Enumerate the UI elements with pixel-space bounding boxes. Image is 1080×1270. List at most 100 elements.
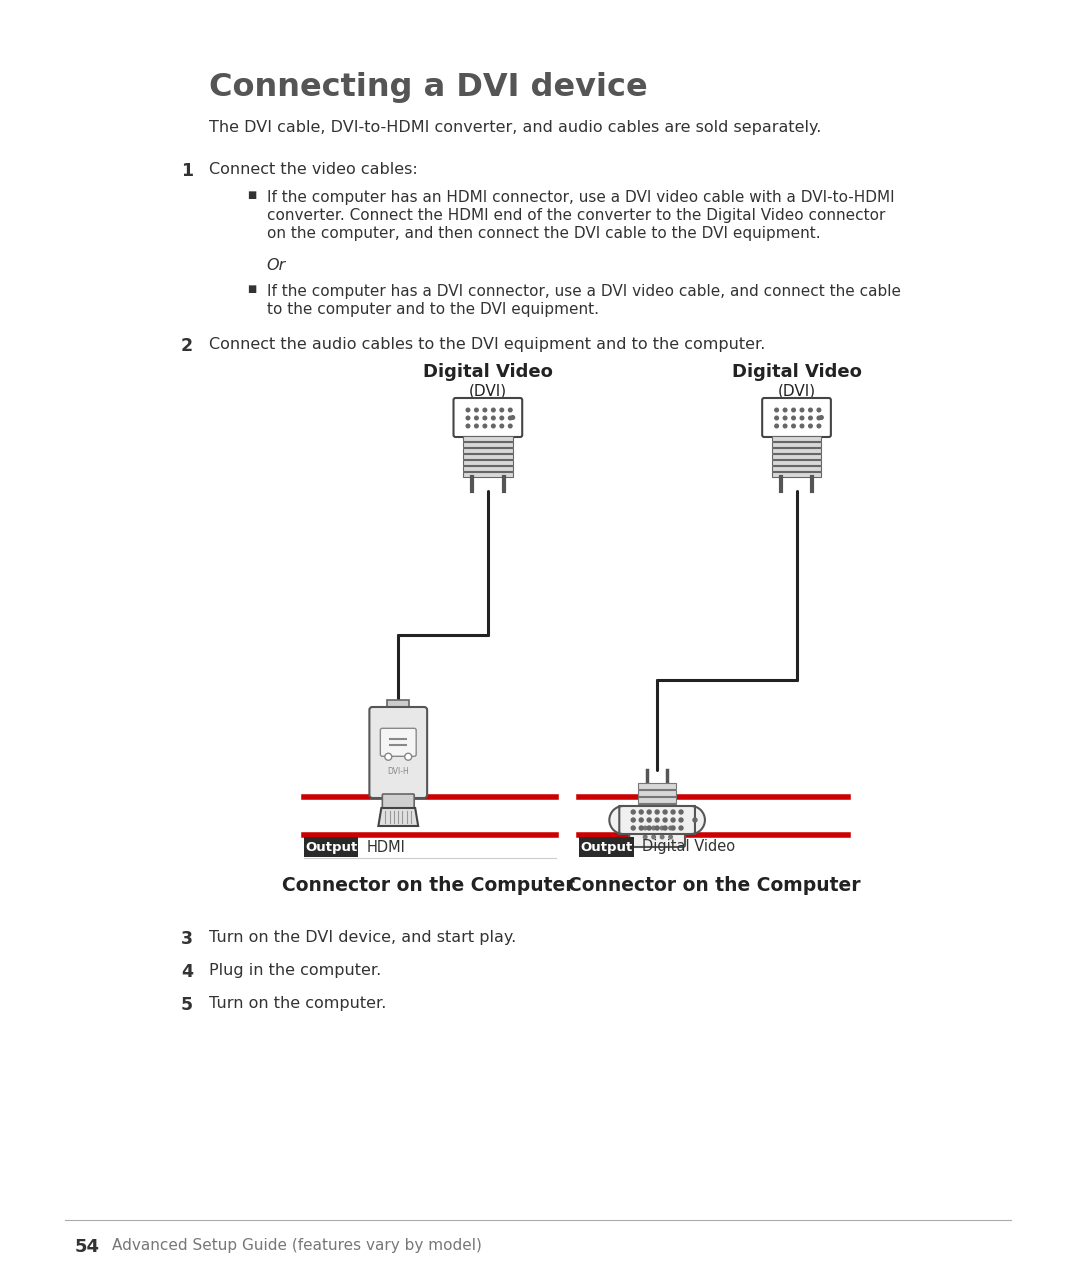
- Circle shape: [656, 826, 659, 831]
- Bar: [303, 837, 359, 857]
- Bar: [638, 812, 676, 817]
- Circle shape: [647, 818, 651, 822]
- FancyBboxPatch shape: [762, 398, 831, 437]
- Circle shape: [647, 826, 651, 831]
- Text: ■: ■: [247, 284, 256, 293]
- Bar: [463, 442, 513, 447]
- Bar: [463, 436, 513, 441]
- Circle shape: [652, 836, 656, 838]
- Text: If the computer has an HDMI connector, use a DVI video cable with a DVI-to-HDMI: If the computer has an HDMI connector, u…: [267, 190, 894, 204]
- Circle shape: [809, 408, 812, 411]
- Circle shape: [671, 826, 675, 831]
- FancyBboxPatch shape: [380, 728, 416, 757]
- Circle shape: [792, 408, 795, 411]
- Circle shape: [509, 424, 512, 428]
- Bar: [638, 790, 676, 796]
- Text: Digital Video: Digital Video: [423, 363, 553, 381]
- Circle shape: [669, 827, 673, 829]
- Text: 2: 2: [181, 337, 193, 356]
- Circle shape: [467, 417, 470, 420]
- Circle shape: [467, 408, 470, 411]
- Text: 3: 3: [181, 930, 193, 947]
- Circle shape: [800, 424, 804, 428]
- Circle shape: [677, 806, 705, 834]
- Circle shape: [483, 408, 487, 411]
- Circle shape: [774, 424, 779, 428]
- Text: Connecting a DVI device: Connecting a DVI device: [210, 72, 648, 103]
- Circle shape: [652, 827, 656, 829]
- Circle shape: [474, 424, 478, 428]
- Circle shape: [671, 810, 675, 814]
- Bar: [580, 837, 634, 857]
- Bar: [771, 460, 822, 465]
- Circle shape: [679, 826, 683, 831]
- Bar: [463, 453, 513, 458]
- Text: Advanced Setup Guide (features vary by model): Advanced Setup Guide (features vary by m…: [111, 1238, 482, 1253]
- Circle shape: [818, 417, 821, 420]
- Text: 4: 4: [181, 963, 193, 980]
- Bar: [771, 448, 822, 453]
- Text: Connect the audio cables to the DVI equipment and to the computer.: Connect the audio cables to the DVI equi…: [210, 337, 766, 352]
- Text: Or: Or: [267, 258, 286, 273]
- Circle shape: [500, 417, 503, 420]
- Circle shape: [800, 408, 804, 411]
- Circle shape: [639, 810, 644, 814]
- Circle shape: [491, 424, 495, 428]
- Polygon shape: [378, 808, 418, 826]
- Circle shape: [474, 408, 478, 411]
- Text: Output: Output: [581, 841, 633, 853]
- Circle shape: [631, 810, 635, 814]
- Text: The DVI cable, DVI-to-HDMI converter, and audio cables are sold separately.: The DVI cable, DVI-to-HDMI converter, an…: [210, 119, 822, 135]
- Circle shape: [474, 417, 478, 420]
- Text: to the computer and to the DVI equipment.: to the computer and to the DVI equipment…: [267, 302, 598, 318]
- Circle shape: [639, 818, 644, 822]
- Bar: [463, 448, 513, 453]
- Bar: [638, 798, 676, 803]
- Text: Turn on the DVI device, and start play.: Turn on the DVI device, and start play.: [210, 930, 516, 945]
- Text: 5: 5: [181, 996, 193, 1013]
- Circle shape: [644, 836, 647, 838]
- Circle shape: [491, 417, 495, 420]
- Text: 54: 54: [75, 1238, 99, 1256]
- Circle shape: [631, 826, 635, 831]
- FancyBboxPatch shape: [630, 815, 685, 847]
- Text: Output: Output: [305, 841, 357, 853]
- Bar: [388, 700, 409, 710]
- Text: on the computer, and then connect the DVI cable to the DVI equipment.: on the computer, and then connect the DV…: [267, 226, 821, 241]
- Circle shape: [792, 424, 795, 428]
- Circle shape: [631, 818, 635, 822]
- Circle shape: [783, 408, 787, 411]
- Circle shape: [405, 753, 411, 761]
- Circle shape: [660, 827, 664, 829]
- Text: Digital Video: Digital Video: [643, 839, 735, 855]
- Bar: [771, 472, 822, 478]
- Text: converter. Connect the HDMI end of the converter to the Digital Video connector: converter. Connect the HDMI end of the c…: [267, 208, 886, 224]
- Circle shape: [792, 417, 795, 420]
- Circle shape: [820, 415, 823, 419]
- Circle shape: [509, 408, 512, 411]
- Circle shape: [774, 417, 779, 420]
- Circle shape: [644, 827, 647, 829]
- Circle shape: [609, 806, 637, 834]
- Text: Connector on the Computer: Connector on the Computer: [568, 876, 860, 895]
- Circle shape: [818, 408, 821, 411]
- Circle shape: [647, 810, 651, 814]
- Circle shape: [671, 818, 675, 822]
- Circle shape: [809, 417, 812, 420]
- Circle shape: [774, 408, 779, 411]
- Bar: [463, 466, 513, 471]
- Circle shape: [783, 417, 787, 420]
- Circle shape: [679, 818, 683, 822]
- Circle shape: [656, 818, 659, 822]
- Text: Plug in the computer.: Plug in the computer.: [210, 963, 381, 978]
- Bar: [463, 460, 513, 465]
- FancyBboxPatch shape: [369, 707, 427, 798]
- Text: HDMI: HDMI: [366, 839, 405, 855]
- Text: ■: ■: [247, 190, 256, 199]
- Bar: [771, 436, 822, 441]
- Bar: [463, 472, 513, 478]
- Circle shape: [663, 818, 667, 822]
- FancyBboxPatch shape: [454, 398, 523, 437]
- Circle shape: [511, 415, 514, 419]
- Circle shape: [491, 408, 495, 411]
